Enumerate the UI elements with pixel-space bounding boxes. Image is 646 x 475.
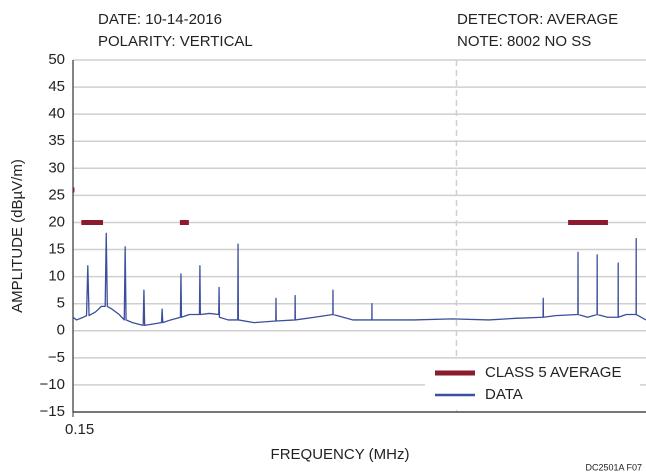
legend-box [425,360,640,410]
legend-label: CLASS 5 AVERAGE [485,364,621,381]
series-line [72,232,646,326]
y-tick-label: 35 [48,132,65,149]
y-tick-label: 0 [57,322,65,339]
header-text: DETECTOR: AVERAGE [457,11,618,28]
y-tick-label: 15 [48,241,65,258]
y-tick-label: 40 [48,105,65,122]
header-text: POLARITY: VERTICAL [98,33,253,50]
legend-label: DATA [485,386,523,403]
y-tick-label: −10 [40,376,65,393]
y-axis-label: AMPLITUDE (dBµV/m) [9,159,26,313]
y-tick-label: 50 [48,51,65,68]
header-text: NOTE: 8002 NO SS [457,33,591,50]
x-tick-label: 0.15 [65,421,94,438]
y-tick-label: 5 [57,295,65,312]
y-tick-label: −15 [40,403,65,420]
y-tick-label: 20 [48,213,65,230]
footnote: DC2501A F07 [585,462,642,472]
series-line [73,187,608,225]
header-text: DATE: 10-14-2016 [98,11,222,28]
y-tick-label: 25 [48,186,65,203]
y-tick-label: −5 [48,349,65,366]
x-axis-label: FREQUENCY (MHz) [271,446,410,463]
y-tick-label: 45 [48,78,65,95]
y-tick-label: 10 [48,268,65,285]
y-tick-label: 30 [48,159,65,176]
